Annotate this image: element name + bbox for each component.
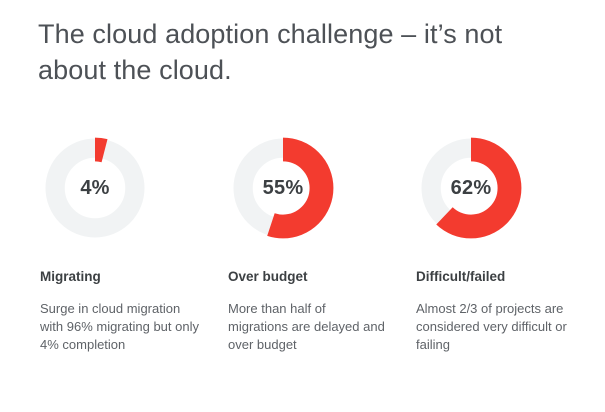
donut-svg	[232, 137, 334, 239]
donut-chart-difficult-failed: 62%	[416, 133, 526, 243]
card-description: More than half of migrations are delayed…	[228, 301, 385, 352]
donut-card-row: 4% Migrating Surge in cloud migration wi…	[40, 133, 605, 354]
donut-value-arc	[232, 137, 334, 239]
card-title: Migrating	[40, 269, 101, 284]
card-description: Almost 2/3 of projects are considered ve…	[416, 301, 567, 352]
donut-percent-label: 4%	[80, 176, 110, 199]
donut-card-difficult-failed: 62% Difficult/failed Almost 2/3 of proje…	[416, 133, 587, 354]
donut-svg	[420, 137, 522, 239]
donut-percent-label: 62%	[450, 176, 492, 199]
donut-percent-label: 55%	[262, 176, 304, 199]
page-title: The cloud adoption challenge – it’s not …	[38, 16, 605, 88]
card-title: Over budget	[228, 269, 308, 284]
donut-svg	[44, 137, 146, 239]
donut-value-arc	[420, 137, 522, 239]
page-title-line-1: The cloud adoption challenge – it’s not	[38, 19, 503, 49]
card-title: Difficult/failed	[416, 269, 506, 284]
donut-card-migrating: 4% Migrating Surge in cloud migration wi…	[40, 133, 211, 354]
card-description: Surge in cloud migration with 96% migrat…	[40, 301, 199, 352]
donut-chart-over-budget: 55%	[228, 133, 338, 243]
donut-chart-migrating: 4%	[40, 133, 150, 243]
donut-value-arc	[44, 137, 146, 239]
page-title-line-2: about the cloud.	[38, 55, 232, 85]
donut-card-over-budget: 55% Over budget More than half of migrat…	[228, 133, 399, 354]
